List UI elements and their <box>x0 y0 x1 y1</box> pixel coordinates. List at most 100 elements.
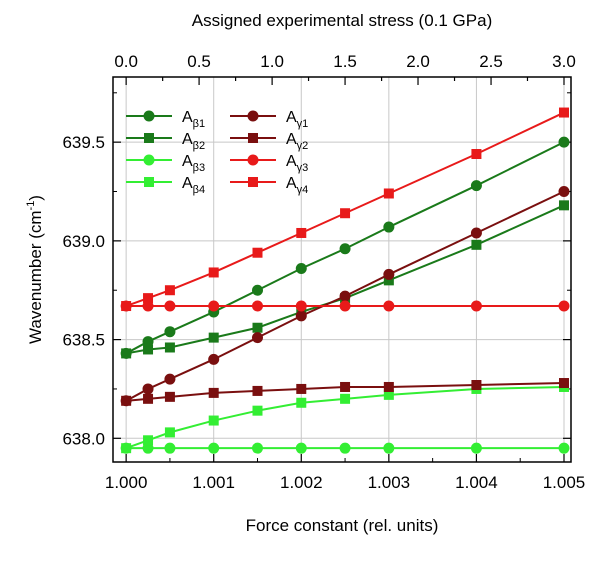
data-point <box>558 200 569 211</box>
legend-marker <box>144 133 154 143</box>
data-point <box>121 395 132 406</box>
series-γ4 <box>121 107 569 312</box>
data-point <box>340 393 351 404</box>
data-point <box>208 300 220 312</box>
series-line <box>125 111 565 307</box>
data-point <box>121 348 132 359</box>
x-tick-label: 1.002 <box>280 473 323 492</box>
legend-item: Aγ3 <box>230 153 308 174</box>
series-γ2 <box>121 378 569 406</box>
data-point <box>143 344 154 355</box>
legend-label: Aγ1 <box>286 109 308 130</box>
data-point <box>296 383 307 394</box>
x2-tick-label: 2.5 <box>479 52 503 71</box>
plot-frame <box>112 76 572 463</box>
x-tick-label: 1.000 <box>105 473 148 492</box>
data-point <box>558 300 570 312</box>
x-tick-label: 1.001 <box>192 473 235 492</box>
series-line <box>125 204 565 355</box>
data-point <box>164 442 176 454</box>
data-point <box>470 442 482 454</box>
x2-tick-label: 3.0 <box>552 52 576 71</box>
data-point <box>471 239 482 250</box>
legend-label: Aγ3 <box>286 153 308 174</box>
data-point <box>383 275 394 286</box>
legend-item: Aγ4 <box>230 175 308 196</box>
x2-tick-label: 0.5 <box>187 52 211 71</box>
data-point <box>558 186 570 198</box>
y-axis-title: Wavenumber (cm-1) <box>25 195 45 344</box>
legend-item: Aγ2 <box>230 131 308 152</box>
data-point <box>252 385 263 396</box>
legend-label: Aγ2 <box>286 131 308 152</box>
data-point <box>340 381 351 392</box>
data-point <box>471 149 482 159</box>
data-point <box>208 415 219 426</box>
x2-tick-label: 1.5 <box>333 52 357 71</box>
data-point <box>208 442 220 454</box>
legend-label: Aβ3 <box>182 153 205 174</box>
data-point <box>558 107 569 118</box>
legend-item: Aβ3 <box>126 153 205 174</box>
x-tick-label: 1.004 <box>455 473 498 492</box>
data-point <box>142 383 154 395</box>
data-point <box>383 221 395 233</box>
data-point <box>164 427 175 438</box>
data-point <box>470 180 482 192</box>
series-β3 <box>120 442 570 454</box>
x-tick-label: 1.003 <box>368 473 411 492</box>
legend-marker <box>247 154 259 166</box>
data-point <box>295 310 307 322</box>
data-point <box>208 353 220 365</box>
data-point <box>164 285 175 296</box>
x2-axis-title: Assigned experimental stress (0.1 GPa) <box>192 11 492 30</box>
data-point <box>295 263 307 275</box>
legend-label: Aβ4 <box>182 175 205 196</box>
data-point <box>251 332 263 344</box>
legend-item: Aγ1 <box>230 109 308 130</box>
x2-tick-label: 0.0 <box>114 52 138 71</box>
data-point <box>470 300 482 312</box>
data-point <box>164 391 175 402</box>
legend-item: Aβ4 <box>126 175 205 196</box>
legend-marker <box>248 177 258 187</box>
series-line <box>125 385 565 450</box>
data-point <box>251 284 263 296</box>
data-point <box>164 300 176 312</box>
x2-tick-label: 1.0 <box>260 52 284 71</box>
x2-tick-label: 2.0 <box>406 52 430 71</box>
data-point <box>142 442 154 454</box>
legend-item: Aβ2 <box>126 131 205 152</box>
y-tick-label: 639.5 <box>62 133 105 152</box>
data-point <box>143 293 154 304</box>
legend-label: Aβ1 <box>182 109 205 130</box>
data-point <box>295 300 307 312</box>
data-point <box>558 442 570 454</box>
data-point <box>383 389 394 400</box>
series-β1 <box>120 136 570 359</box>
data-point <box>251 300 263 312</box>
data-point <box>383 188 394 199</box>
series-line <box>125 141 565 355</box>
data-point <box>143 393 154 404</box>
series-line <box>125 190 565 402</box>
data-point <box>142 336 154 348</box>
data-point <box>142 300 154 312</box>
data-point <box>208 332 219 343</box>
data-point <box>252 322 263 333</box>
data-point <box>208 267 219 278</box>
series-γ3 <box>120 300 570 312</box>
legend-item: Aβ1 <box>126 109 205 130</box>
data-point <box>470 227 482 239</box>
y-tick-label: 638.0 <box>62 429 105 448</box>
y-tick-label: 638.5 <box>62 331 105 350</box>
series-β2 <box>121 200 569 359</box>
legend-marker <box>144 177 154 187</box>
legend-label: Aβ2 <box>182 131 205 152</box>
legend-marker <box>143 110 155 122</box>
data-point <box>339 290 351 302</box>
series-β4 <box>121 381 569 454</box>
legend-marker <box>248 133 258 143</box>
data-point <box>252 405 263 416</box>
